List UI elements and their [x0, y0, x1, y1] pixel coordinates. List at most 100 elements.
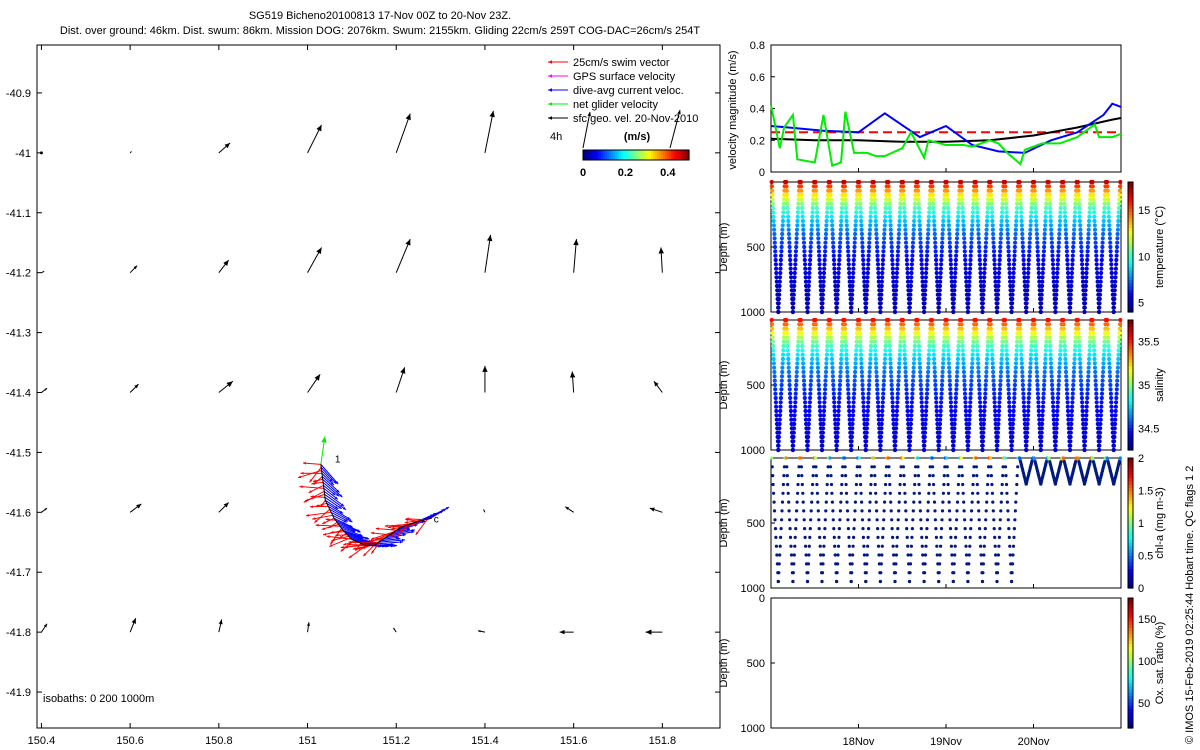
salinity-data-point: [1057, 365, 1062, 370]
salinity-data-point: [1063, 365, 1068, 370]
chla-data-point: [990, 482, 994, 487]
chla-data-point: [997, 535, 1002, 540]
salinity-data-point: [773, 391, 778, 396]
salinity-data-point: [1115, 365, 1120, 370]
salinity-data-point: [803, 413, 808, 418]
salinity-data-point: [1025, 426, 1030, 431]
temperature-data-point: [817, 253, 822, 258]
salinity-data-point: [911, 365, 916, 370]
salinity-data-point: [824, 356, 829, 362]
temperature-data-point: [876, 279, 881, 284]
temperature-data-point: [992, 257, 997, 263]
chla-data-point: [843, 465, 847, 469]
salinity-data-point: [886, 326, 891, 331]
oxygen-colorbar-cell: [1128, 611, 1133, 615]
temperature-data-point: [850, 275, 856, 280]
legend-label: GPS surface velocity: [573, 71, 676, 83]
temperature-data-point: [806, 288, 811, 293]
salinity-data-point: [947, 382, 953, 388]
salinity-data-point: [992, 400, 997, 405]
salinity-colorbar-cell: [1128, 362, 1133, 367]
salinity-data-point: [879, 417, 885, 422]
salinity-data-point: [966, 430, 971, 435]
temperature-data-point: [968, 253, 973, 258]
chla-data-point: [818, 544, 822, 548]
salinity-data-point: [1076, 326, 1081, 331]
sfc-velocity-vector: [482, 365, 488, 393]
temperature-data-point: [873, 223, 879, 228]
salinity-data-point: [956, 348, 961, 353]
chla-colorbar-cell: [1128, 568, 1133, 573]
temperature-data-point: [843, 188, 848, 193]
salinity-data-point: [949, 408, 954, 414]
salinity-data-point: [999, 352, 1005, 357]
chla-data-point: [947, 500, 951, 504]
salinity-data-point: [867, 365, 873, 370]
temperature-data-point: [890, 266, 895, 271]
salinity-data-point: [912, 356, 917, 362]
salinity-data-point: [1070, 387, 1076, 392]
salinity-data-point: [845, 378, 850, 383]
chla-data-point: [910, 527, 915, 531]
salinity-data-point: [973, 317, 979, 323]
salinity-data-point: [1102, 343, 1107, 349]
temperature-data-point: [800, 218, 806, 224]
salinity-data-point: [835, 434, 840, 440]
chla-data-point: [796, 482, 800, 487]
salinity-data-point: [924, 400, 929, 405]
temperature-data-point: [880, 275, 885, 280]
salinity-data-point: [794, 374, 799, 379]
salinity-data-point: [1101, 356, 1106, 362]
temperature-data-point: [889, 249, 895, 254]
salinity-data-point: [869, 339, 874, 344]
salinity-data-point: [1084, 400, 1089, 405]
chla-colorbar-cell: [1128, 519, 1133, 524]
salinity-data-point: [846, 387, 851, 392]
temperature-data-point: [1095, 279, 1100, 284]
chla-data-point: [989, 465, 993, 469]
salinity-data-point: [810, 339, 816, 344]
salinity-data-point: [816, 369, 821, 375]
chla-colorbar-cell: [1128, 464, 1133, 469]
temperature-data-point: [937, 292, 942, 297]
temperature-data-point: [1006, 244, 1011, 250]
temperature-data-point: [938, 270, 943, 276]
temperature-data-point: [1066, 279, 1071, 284]
salinity-data-point: [976, 378, 982, 383]
salinity-data-point: [905, 404, 910, 409]
salinity-data-point: [976, 365, 981, 370]
swim-vector-arrow: [299, 485, 324, 489]
chla-data-point: [925, 527, 929, 531]
temperature-data-point: [955, 231, 960, 237]
salinity-data-point: [822, 404, 827, 409]
salinity-data-point: [1111, 447, 1116, 453]
temperature-data-point: [861, 266, 866, 271]
chla-data-point: [800, 474, 804, 478]
salinity-data-point: [1025, 421, 1030, 427]
salinity-data-point: [851, 404, 856, 409]
temperature-data-point: [802, 249, 807, 254]
chla-data-point: [897, 509, 901, 513]
temperature-data-point: [1116, 214, 1121, 219]
temperature-data-point: [1071, 236, 1076, 241]
chla-data-point: [916, 456, 920, 460]
temperature-data-point: [995, 292, 1001, 297]
temperature-data-point: [939, 244, 945, 250]
salinity-data-point: [959, 322, 964, 327]
temperature-data-point: [999, 223, 1004, 228]
chla-data-point: [1053, 482, 1057, 486]
chla-data-point: [774, 544, 779, 548]
chla-data-point: [897, 500, 901, 504]
temperature-data-point: [940, 231, 945, 237]
salinity-data-point: [894, 421, 899, 427]
temperature-data-point: [1084, 270, 1089, 276]
temperature-data-point: [934, 275, 940, 280]
salinity-data-point: [977, 387, 982, 392]
temperature-colorbar-cell: [1128, 208, 1133, 212]
temperature-data-point: [791, 301, 796, 306]
salinity-data-point: [1057, 369, 1062, 375]
temperature-data-point: [1024, 309, 1029, 315]
temperature-data-point: [1021, 266, 1027, 271]
salinity-data-point: [947, 369, 952, 375]
temperature-data-point: [962, 253, 968, 258]
